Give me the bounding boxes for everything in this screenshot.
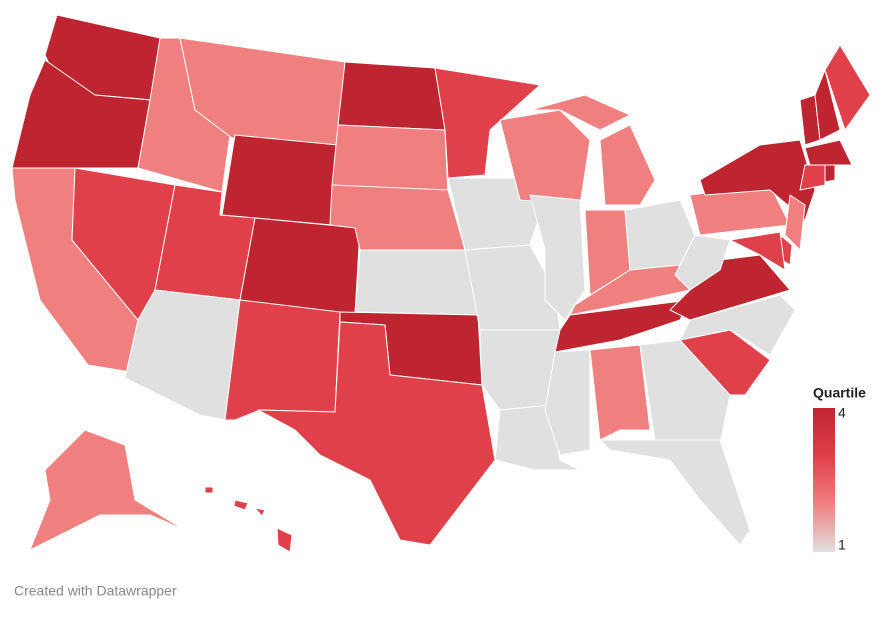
state — [729, 231, 786, 271]
state — [224, 299, 341, 421]
state — [699, 139, 816, 221]
state — [784, 194, 806, 251]
state — [639, 339, 731, 446]
state — [29, 429, 186, 551]
state — [331, 124, 449, 196]
state — [589, 344, 651, 441]
state — [434, 67, 541, 179]
state — [499, 109, 591, 206]
legend-title: Quartile — [813, 385, 866, 401]
state — [799, 164, 826, 191]
footer: Created with Datawrapper — [14, 583, 177, 599]
state — [529, 194, 586, 321]
state — [257, 321, 496, 546]
state — [337, 61, 446, 131]
state — [814, 69, 841, 141]
legend-tick-label: 1 — [838, 537, 846, 553]
state — [354, 249, 479, 316]
legend-tick-label: 4 — [838, 405, 846, 421]
state — [221, 134, 339, 226]
state — [804, 139, 853, 166]
state — [599, 439, 751, 546]
state — [674, 234, 731, 291]
state — [544, 349, 591, 456]
legend-bar — [813, 408, 835, 552]
state — [239, 217, 361, 316]
state — [679, 294, 796, 356]
state — [824, 44, 871, 131]
state — [529, 94, 656, 206]
state — [824, 164, 836, 183]
state — [204, 486, 293, 553]
